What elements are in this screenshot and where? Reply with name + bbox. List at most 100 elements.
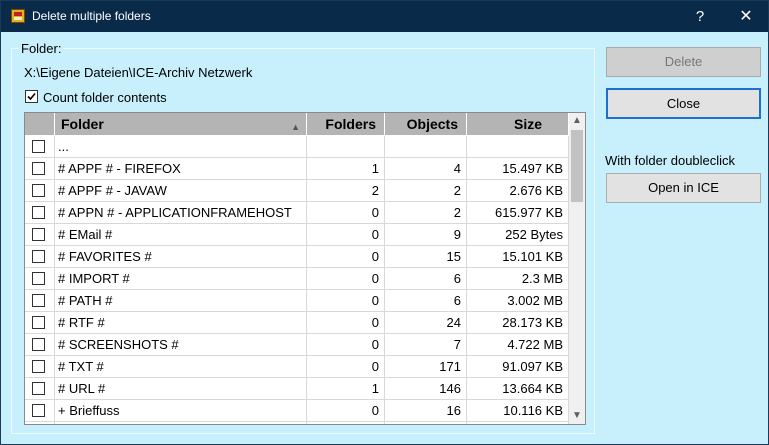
row-checkbox[interactable] [32, 250, 45, 263]
folders-count-cell: 0 [307, 400, 385, 422]
table-row[interactable]: # APPF # - JAVAW 2 2 2.676 KB [25, 180, 569, 202]
objects-count-cell: 4 [385, 158, 467, 180]
window-title: Delete multiple folders [32, 9, 151, 23]
size-cell: 13.664 KB [467, 378, 569, 400]
select-cell[interactable] [25, 202, 55, 224]
row-checkbox[interactable] [32, 140, 45, 153]
row-checkbox[interactable] [32, 360, 45, 373]
folder-name-cell: # RTF # [55, 312, 307, 334]
folder-caption: Folder: [19, 41, 64, 56]
row-checkbox[interactable] [32, 184, 45, 197]
select-cell[interactable] [25, 158, 55, 180]
open-in-ice-button[interactable]: Open in ICE [606, 173, 761, 203]
row-checkbox[interactable] [32, 338, 45, 351]
size-cell: 252 Bytes [467, 224, 569, 246]
row-checkbox[interactable] [32, 382, 45, 395]
objects-count-cell: 2 [385, 180, 467, 202]
row-checkbox[interactable] [32, 228, 45, 241]
chevron-down-icon[interactable]: ▼ [572, 410, 582, 421]
select-cell[interactable] [25, 180, 55, 202]
folders-count-cell [307, 422, 385, 424]
select-cell[interactable] [25, 290, 55, 312]
objects-count-cell: 16 [385, 400, 467, 422]
folder-name-cell: # TXT # [55, 356, 307, 378]
column-header-folder[interactable]: Folder ▲ [55, 113, 307, 136]
select-cell[interactable] [25, 356, 55, 378]
objects-count-cell: 9 [385, 224, 467, 246]
select-cell[interactable] [25, 422, 55, 424]
row-checkbox[interactable] [32, 316, 45, 329]
select-cell[interactable] [25, 378, 55, 400]
column-header-folders[interactable]: Folders [307, 113, 385, 136]
folders-count-cell: 0 [307, 356, 385, 378]
table-row[interactable]: # IMPORT #0 6 2.3 MB [25, 268, 569, 290]
size-cell: 15.101 KB [467, 246, 569, 268]
table-row[interactable]: # FAVORITES #0 15 15.101 KB [25, 246, 569, 268]
row-checkbox[interactable] [32, 404, 45, 417]
column-header-objects[interactable]: Objects [385, 113, 467, 136]
scrollbar-thumb[interactable] [571, 130, 583, 202]
table-row[interactable]: # APPF # - FIREFOX 1 4 15.497 KB [25, 158, 569, 180]
row-checkbox[interactable] [32, 206, 45, 219]
objects-count-cell [385, 136, 467, 158]
table-row[interactable]: # EMail #0 9 252 Bytes [25, 224, 569, 246]
table-row[interactable]: ... [25, 136, 569, 158]
objects-count-cell: 6 [385, 290, 467, 312]
size-cell: 10.116 KB [467, 400, 569, 422]
column-header-objects-label: Objects [406, 116, 458, 132]
select-cell[interactable] [25, 268, 55, 290]
folders-count-cell: 0 [307, 312, 385, 334]
help-button[interactable]: ? [695, 8, 705, 25]
size-cell: 28.173 KB [467, 312, 569, 334]
folders-count-cell: 0 [307, 290, 385, 312]
row-checkbox[interactable] [32, 162, 45, 175]
folders-count-cell: 0 [307, 202, 385, 224]
objects-count-cell: 146 [385, 378, 467, 400]
size-cell [467, 422, 569, 424]
column-header-select[interactable] [25, 113, 55, 136]
count-contents-label[interactable]: Count folder contents [43, 90, 167, 105]
select-cell[interactable] [25, 334, 55, 356]
folders-count-cell: 0 [307, 334, 385, 356]
row-checkbox[interactable] [32, 294, 45, 307]
chevron-up-icon[interactable]: ▲ [572, 115, 582, 126]
folder-path: X:\Eigene Dateien\ICE-Archiv Netzwerk [24, 65, 253, 80]
folder-name-cell: # APPF # - JAVAW [55, 180, 307, 202]
column-header-size-label: Size [513, 116, 542, 132]
table-row[interactable]: # URL #1 146 13.664 KB [25, 378, 569, 400]
vertical-scrollbar[interactable]: ▲ ▼ [569, 113, 585, 424]
folders-count-cell: 0 [307, 246, 385, 268]
folder-name-cell: # APPF # - FIREFOX [55, 158, 307, 180]
column-header-size[interactable]: Size [467, 113, 569, 136]
folders-count-cell: 1 [307, 378, 385, 400]
folders-count-cell: 1 [307, 158, 385, 180]
select-cell[interactable] [25, 312, 55, 334]
row-checkbox[interactable] [32, 272, 45, 285]
objects-count-cell: 24 [385, 312, 467, 334]
objects-count-cell: 15 [385, 246, 467, 268]
folder-name-cell: # FAVORITES # [55, 246, 307, 268]
checkmark-icon [27, 92, 36, 101]
table-row[interactable]: # PATH #0 6 3.002 MB [25, 290, 569, 312]
doubleclick-label: With folder doubleclick [605, 153, 736, 168]
close-button[interactable]: Close [606, 88, 761, 119]
select-cell[interactable] [25, 246, 55, 268]
select-cell[interactable] [25, 136, 55, 158]
table-row[interactable] [25, 422, 569, 424]
table-row[interactable]: # TXT #0 171 91.097 KB [25, 356, 569, 378]
size-cell: 91.097 KB [467, 356, 569, 378]
size-cell: 3.002 MB [467, 290, 569, 312]
select-cell[interactable] [25, 224, 55, 246]
objects-count-cell: 2 [385, 202, 467, 224]
size-cell: 615.977 KB [467, 202, 569, 224]
table-row[interactable]: + Brieffuss 0 16 10.116 KB [25, 400, 569, 422]
window-close-button[interactable]: ✕ [739, 8, 753, 25]
table-row[interactable]: # RTF #0 24 28.173 KB [25, 312, 569, 334]
delete-button[interactable]: Delete [606, 47, 761, 77]
count-contents-checkbox[interactable] [25, 90, 38, 103]
table-row[interactable]: # APPN # - APPLICATIONFRAMEHOST 0 2 615.977… [25, 202, 569, 224]
table-row[interactable]: # SCREENSHOTS #0 7 4.722 MB [25, 334, 569, 356]
folder-name-cell: # EMail # [55, 224, 307, 246]
select-cell[interactable] [25, 400, 55, 422]
